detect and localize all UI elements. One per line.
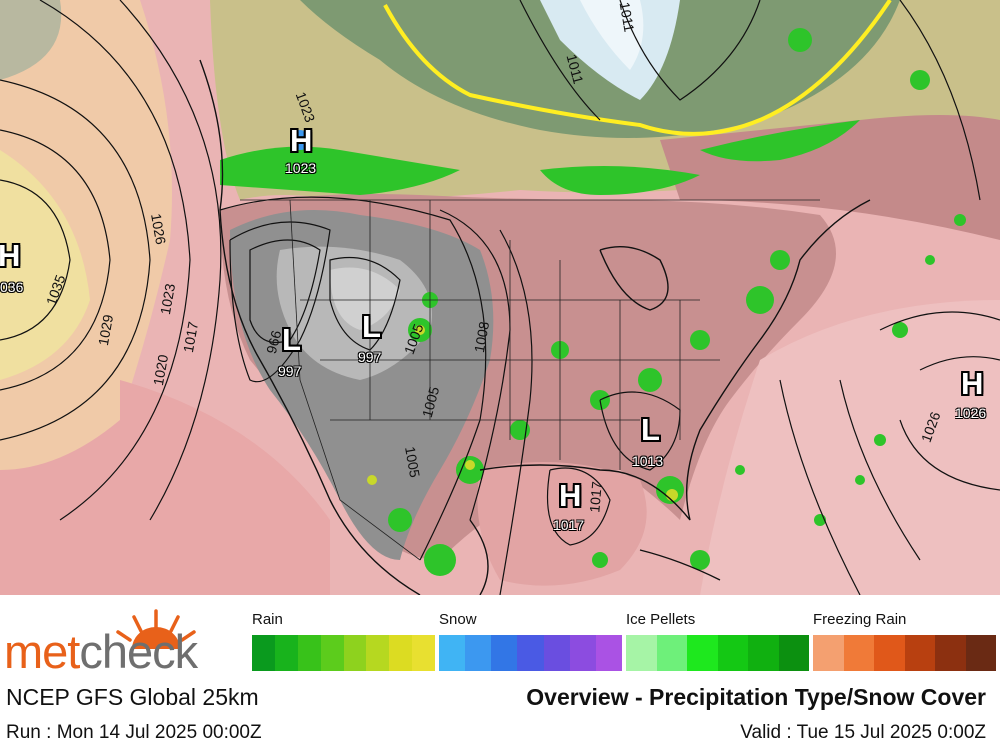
- legend-swatch: [843, 635, 874, 671]
- pressure-value: 1017: [553, 517, 585, 533]
- legend-label-snow: Snow: [439, 611, 477, 628]
- legend-swatch: [543, 635, 570, 671]
- model-name: NCEP GFS Global 25km: [6, 684, 259, 710]
- legend-swatch: [274, 635, 298, 671]
- pressure-center-high: H: [290, 123, 313, 158]
- legend-label-freezing-rain: Freezing Rain: [813, 611, 907, 628]
- legend-bar-freezing-rain: [813, 635, 996, 671]
- chart-title: Overview - Precipitation Type/Snow Cover: [526, 684, 986, 710]
- legend-swatch: [904, 635, 935, 671]
- logo-part-met: met: [4, 625, 80, 678]
- legend-swatch: [517, 635, 544, 671]
- legend-swatch: [320, 635, 344, 671]
- legend-bar-snow: [439, 635, 622, 671]
- legend-swatch: [389, 635, 413, 671]
- legend-swatch: [626, 635, 657, 671]
- legend-swatch: [717, 635, 748, 671]
- pressure-center-low: L: [282, 322, 301, 357]
- valid-time: Valid : Tue 15 Jul 2025 0:00Z: [740, 722, 986, 743]
- legend-swatch: [491, 635, 518, 671]
- isobar-label: 1017: [586, 480, 605, 514]
- legend-swatch: [595, 635, 622, 671]
- legend-swatch: [778, 635, 809, 671]
- legend-swatch: [965, 635, 996, 671]
- legend-swatch: [439, 635, 466, 671]
- legend-swatch: [252, 635, 275, 671]
- legend-swatch: [569, 635, 596, 671]
- legend-swatch: [813, 635, 844, 671]
- legend-bar-rain: [252, 635, 435, 671]
- metcheck-logo: metcheck: [4, 625, 198, 678]
- sun-icon: [116, 609, 196, 649]
- legend-swatch: [748, 635, 779, 671]
- pressure-center-low: L: [641, 412, 660, 447]
- legend-panel: [0, 595, 1000, 749]
- pressure-center-high: H: [0, 238, 21, 273]
- pressure-value: 036: [0, 279, 24, 295]
- pressure-value: 1023: [285, 160, 317, 176]
- legend-swatch: [465, 635, 492, 671]
- weather-map: [0, 0, 1000, 595]
- legend-swatch: [687, 635, 718, 671]
- legend-swatch: [343, 635, 367, 671]
- legend-swatch: [412, 635, 435, 671]
- legend-label-ice-pellets: Ice Pellets: [626, 611, 696, 628]
- pressure-value: 997: [358, 349, 382, 365]
- pressure-center-low: L: [362, 309, 381, 344]
- legend-swatch: [935, 635, 966, 671]
- legend-label-rain: Rain: [252, 611, 283, 628]
- pressure-value: 1013: [632, 453, 664, 469]
- pressure-center-high: H: [961, 366, 984, 401]
- legend-swatch: [297, 635, 321, 671]
- pressure-value: 997: [278, 363, 302, 379]
- logo-part-check: check: [79, 625, 198, 678]
- pressure-center-high: H: [559, 478, 582, 513]
- run-time: Run : Mon 14 Jul 2025 00:00Z: [6, 722, 262, 743]
- legend-swatch: [874, 635, 905, 671]
- legend-bar-ice-pellets: [626, 635, 809, 671]
- legend-swatch: [656, 635, 687, 671]
- legend-swatch: [366, 635, 390, 671]
- pressure-value: 1026: [955, 405, 987, 421]
